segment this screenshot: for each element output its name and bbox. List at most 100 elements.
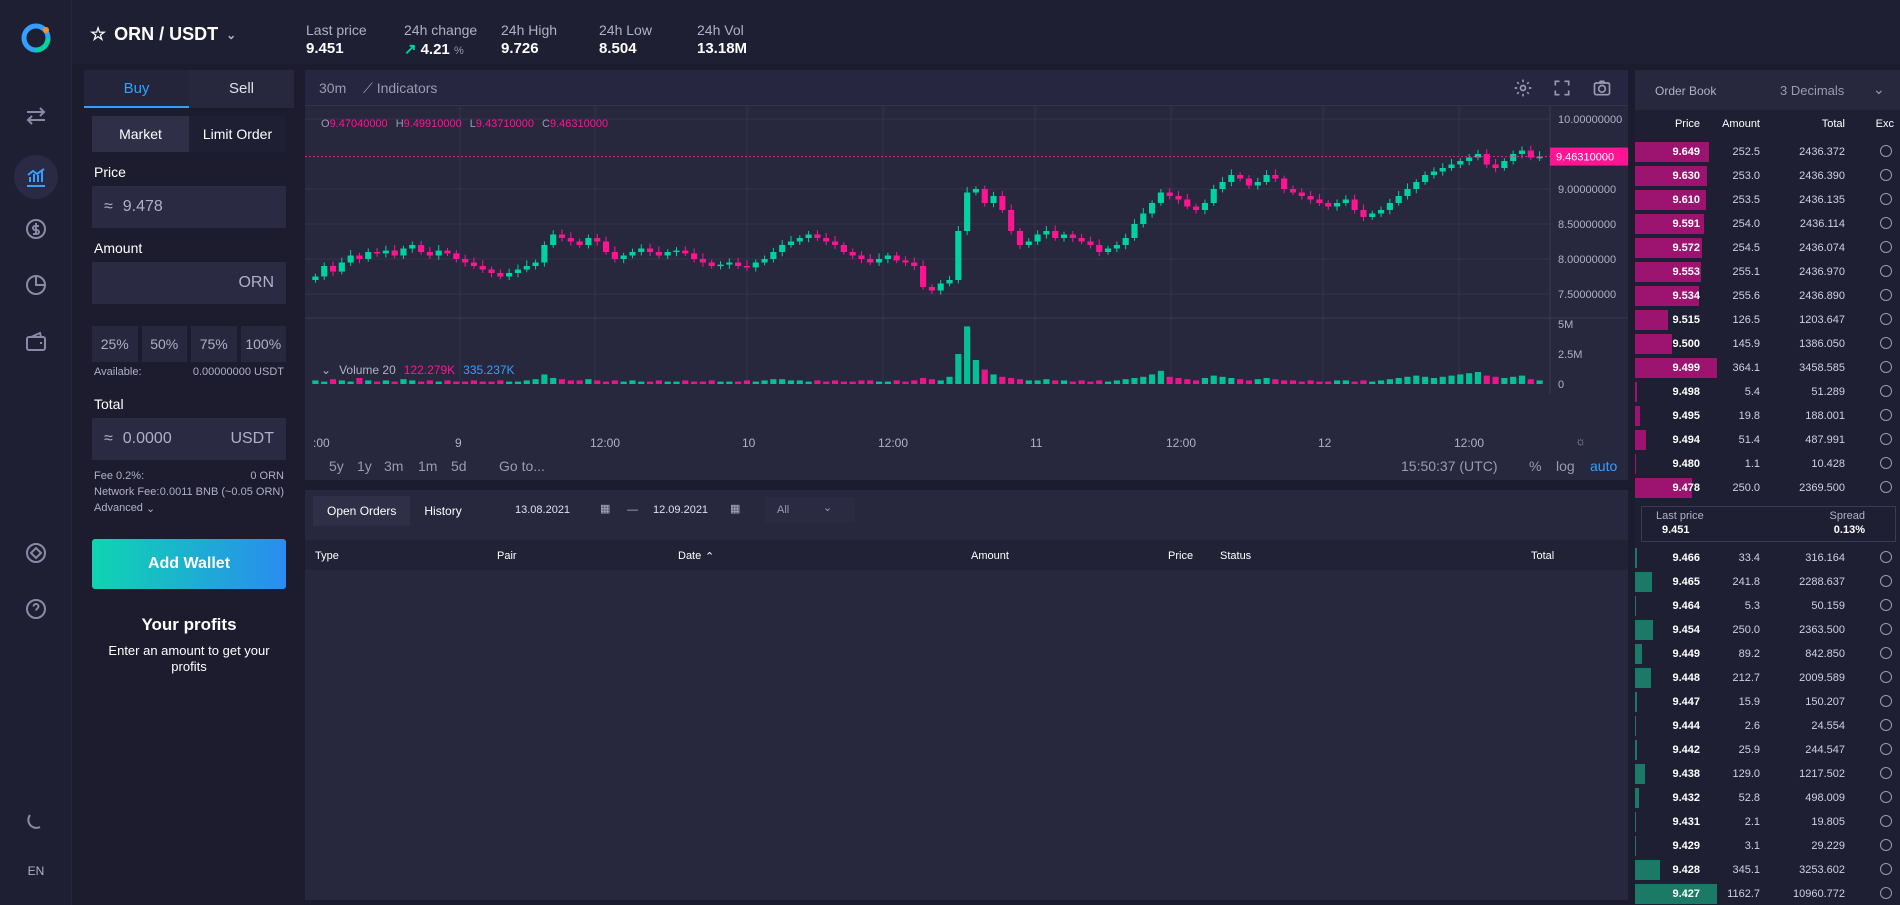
range-3m[interactable]: 3m — [384, 458, 404, 474]
volume-bar — [1148, 374, 1156, 384]
ask-row[interactable]: 9.494 51.4 487.991 — [1635, 430, 1900, 450]
scale-log[interactable]: log — [1556, 458, 1575, 474]
bid-row[interactable]: 9.431 2.1 19.805 — [1635, 812, 1900, 832]
help-icon[interactable] — [24, 597, 48, 621]
bid-row[interactable]: 9.449 89.2 842.850 — [1635, 644, 1900, 664]
date-to[interactable]: 12.09.2021 — [653, 504, 709, 516]
dollar-coin-icon[interactable] — [24, 217, 48, 241]
col-status[interactable]: Status — [1220, 550, 1252, 562]
bid-row[interactable]: 9.447 15.9 150.207 — [1635, 692, 1900, 712]
goto-button[interactable]: Go to... — [499, 458, 545, 474]
ask-row[interactable]: 9.515 126.5 1203.647 — [1635, 310, 1900, 330]
col-price[interactable]: Price — [1168, 550, 1194, 562]
tab-history[interactable]: History — [424, 504, 462, 518]
calendar-icon[interactable]: ▦ — [730, 503, 741, 515]
theme-moon-icon[interactable] — [24, 810, 48, 834]
bid-row[interactable]: 9.429 3.1 29.229 — [1635, 836, 1900, 856]
tab-buy[interactable]: Buy — [84, 70, 189, 108]
orion-logo-icon[interactable] — [20, 22, 52, 54]
bid-row[interactable]: 9.438 129.0 1217.502 — [1635, 764, 1900, 784]
scale-auto[interactable]: auto — [1590, 458, 1618, 474]
filter-select[interactable] — [765, 497, 855, 523]
chevron-down-icon[interactable]: ⌄ — [1873, 81, 1885, 97]
calendar-icon[interactable]: ▦ — [600, 503, 611, 515]
col-amount[interactable]: Amount — [971, 550, 1009, 562]
scale-percent[interactable]: % — [1529, 458, 1542, 474]
tab-open-orders[interactable]: Open Orders — [313, 496, 411, 526]
advanced-toggle[interactable]: Advanced ⌄ — [94, 502, 284, 515]
range-1y[interactable]: 1y — [357, 458, 372, 474]
bid-row[interactable]: 9.442 25.9 244.547 — [1635, 740, 1900, 760]
candlestick-chart[interactable]: 10.00000000 9.00000000 8.50000000 8.0000000… — [305, 106, 1628, 436]
ask-row[interactable]: 9.534 255.6 2436.890 — [1635, 286, 1900, 306]
bid-row[interactable]: 9.432 52.8 498.009 — [1635, 788, 1900, 808]
ask-row[interactable]: 9.610 253.5 2436.135 — [1635, 190, 1900, 210]
volume-bar — [462, 381, 469, 384]
pair-selector[interactable]: ☆ ORN / USDT ⌄ — [90, 24, 236, 45]
range-5d[interactable]: 5d — [451, 458, 467, 474]
favorite-star-icon[interactable]: ☆ — [90, 24, 107, 44]
total-input[interactable]: ≈ 0.0000 USDT — [92, 418, 286, 460]
volume-bar — [1457, 374, 1464, 384]
ask-row[interactable]: 9.572 254.5 2436.074 — [1635, 238, 1900, 258]
total-cell: 24.554 — [1811, 720, 1845, 732]
volume-bar — [928, 379, 935, 384]
swap-icon[interactable] — [24, 104, 48, 128]
pct-50-button[interactable]: 50% — [141, 326, 187, 362]
ask-row[interactable]: 9.499 364.1 3458.585 — [1635, 358, 1900, 378]
bid-row[interactable]: 9.444 2.6 24.554 — [1635, 716, 1900, 736]
ask-row[interactable]: 9.498 5.4 51.289 — [1635, 382, 1900, 402]
bid-row[interactable]: 9.465 241.8 2288.637 — [1635, 572, 1900, 592]
date-from[interactable]: 13.08.2021 — [515, 504, 571, 516]
bid-row[interactable]: 9.466 33.4 316.164 — [1635, 548, 1900, 568]
col-total[interactable]: Total — [1531, 550, 1555, 562]
add-wallet-button[interactable]: Add Wallet — [92, 539, 286, 589]
pie-chart-icon[interactable] — [24, 273, 48, 297]
ask-row[interactable]: 9.591 254.0 2436.114 — [1635, 214, 1900, 234]
tab-market[interactable]: Market — [92, 116, 189, 152]
volume-bar — [338, 380, 345, 384]
col-type[interactable]: Type — [315, 550, 339, 562]
camera-icon[interactable] — [1591, 78, 1613, 98]
ask-row[interactable]: 9.649 252.5 2436.372 — [1635, 142, 1900, 162]
pct-25-button[interactable]: 25% — [92, 326, 138, 362]
range-1m[interactable]: 1m — [418, 458, 438, 474]
binance-icon[interactable] — [24, 541, 48, 565]
chart-settings-sun-icon[interactable]: ☼ — [1575, 434, 1586, 448]
indicators-button[interactable]: ⟋ Indicators — [363, 80, 437, 97]
ask-row[interactable]: 9.480 1.1 10.428 — [1635, 454, 1900, 474]
bid-row[interactable]: 9.427 1162.7 10960.772 — [1635, 884, 1900, 904]
ask-row[interactable]: 9.495 19.8 188.001 — [1635, 406, 1900, 426]
decimals-select[interactable]: 3 Decimals — [1780, 83, 1845, 98]
candle-body — [884, 255, 891, 259]
price-input[interactable]: ≈ 9.478 — [92, 186, 286, 228]
ask-row[interactable]: 9.553 255.1 2436.970 — [1635, 262, 1900, 282]
interval-selector[interactable]: 30m — [319, 80, 347, 96]
ask-row[interactable]: 9.500 145.9 1386.050 — [1635, 334, 1900, 354]
fullscreen-icon[interactable] — [1552, 78, 1574, 98]
depth-bar — [1635, 572, 1653, 592]
candle-body — [567, 238, 574, 242]
wallet-icon[interactable] — [24, 330, 48, 354]
pct-100-button[interactable]: 100% — [240, 326, 286, 362]
ask-row[interactable]: 9.630 253.0 2436.390 — [1635, 166, 1900, 186]
pct-75-button[interactable]: 75% — [191, 326, 237, 362]
bid-row[interactable]: 9.464 5.3 50.159 — [1635, 596, 1900, 616]
tab-limit-order[interactable]: Limit Order — [202, 126, 273, 142]
bid-row[interactable]: 9.448 212.7 2009.589 — [1635, 668, 1900, 688]
depth-bar — [1635, 644, 1642, 664]
col-pair[interactable]: Pair — [497, 550, 517, 562]
ask-row[interactable]: 9.478 250.0 2369.500 — [1635, 478, 1900, 498]
collapse-chevron-icon[interactable]: ⌄ — [321, 363, 332, 377]
col-date[interactable]: Date — [678, 550, 702, 562]
range-5y[interactable]: 5y — [329, 458, 344, 474]
stat-24h-high: 24h High 9.726 — [501, 22, 557, 57]
exchange-icon — [1880, 313, 1892, 325]
settings-gear-icon[interactable] — [1513, 78, 1535, 98]
bid-row[interactable]: 9.454 250.0 2363.500 — [1635, 620, 1900, 640]
amount-input[interactable]: ORN — [92, 262, 286, 304]
bid-row[interactable]: 9.428 345.1 3253.602 — [1635, 860, 1900, 880]
language-selector[interactable]: EN — [27, 864, 45, 878]
trade-chart-icon[interactable] — [24, 165, 48, 189]
tab-sell[interactable]: Sell — [228, 80, 254, 97]
